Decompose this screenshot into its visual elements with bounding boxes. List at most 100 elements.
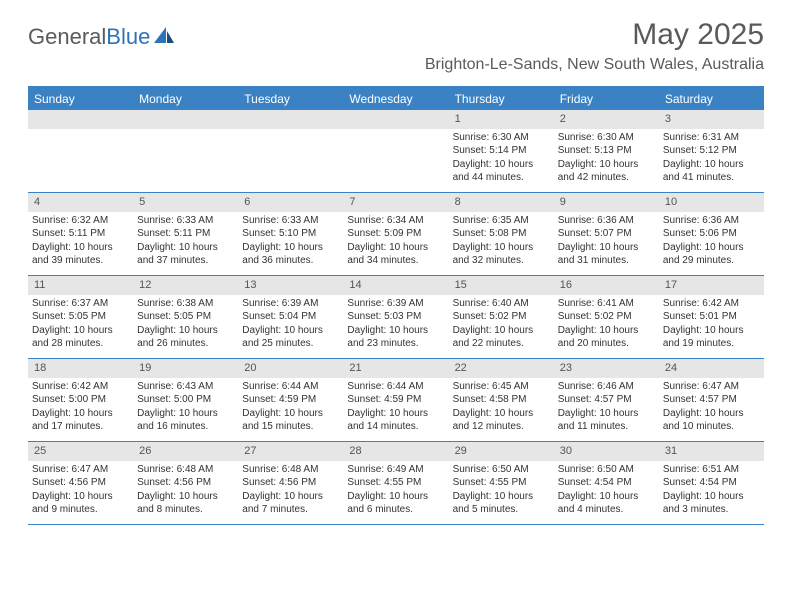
day-body: Sunrise: 6:35 AMSunset: 5:08 PMDaylight:…	[449, 214, 554, 272]
day-cell: 7Sunrise: 6:34 AMSunset: 5:09 PMDaylight…	[343, 193, 448, 275]
daylight-line: Daylight: 10 hours and 7 minutes.	[242, 490, 339, 517]
location-text: Brighton-Le-Sands, New South Wales, Aust…	[425, 56, 764, 74]
day-body: Sunrise: 6:40 AMSunset: 5:02 PMDaylight:…	[449, 297, 554, 355]
day-body: Sunrise: 6:31 AMSunset: 5:12 PMDaylight:…	[659, 131, 764, 189]
day-cell: 16 Sunrise: 6:41 AMSunset: 5:02 PMDayligh…	[554, 276, 659, 358]
sunrise-line: Sunrise: 6:48 AM	[137, 463, 234, 477]
sunrise-line: Sunrise: 6:44 AM	[242, 380, 339, 394]
day-body: Sunrise: 6:33 AMSunset: 5:11 PMDaylight:…	[133, 214, 238, 272]
day-number: 30	[554, 442, 659, 461]
day-number: 26	[133, 442, 238, 461]
weekday-header: Saturday	[659, 88, 764, 110]
day-number: 6	[238, 193, 343, 212]
day-number: 11	[28, 276, 133, 295]
sunrise-line: Sunrise: 6:36 AM	[663, 214, 760, 228]
day-body: Sunrise: 6:51 AMSunset: 4:54 PMDaylight:…	[659, 463, 764, 521]
day-body: Sunrise: 6:46 AMSunset: 4:57 PMDaylight:…	[554, 380, 659, 438]
day-cell: 12Sunrise: 6:38 AMSunset: 5:05 PMDayligh…	[133, 276, 238, 358]
week-row: 11 Sunrise: 6:37 AM Sunset: 5:05 PM Dayligh…	[28, 276, 764, 359]
sunrise-line: Sunrise: 6:39 AM	[242, 297, 339, 311]
week-row: 4Sunrise: 6:32 AMSunset: 5:11 PMDaylight…	[28, 193, 764, 276]
weekday-header: Wednesday	[343, 88, 448, 110]
daylight-line: Daylight: 10 hours and 31 minutes.	[558, 241, 655, 268]
sunset-line: Sunset: 5:03 PM	[347, 310, 444, 324]
day-body: Sunrise: 6:43 AMSunset: 5:00 PMDaylight:…	[133, 380, 238, 438]
sunrise-line: Sunrise: 6:46 AM	[558, 380, 655, 394]
sunset-line: Sunset: 4:55 PM	[347, 476, 444, 490]
sunrise-line: Sunrise: 6:32 AM	[32, 214, 129, 228]
day-body: Sunrise: 6:42 AMSunset: 5:00 PMDaylight:…	[28, 380, 133, 438]
day-number: 21	[343, 359, 448, 378]
day-cell: 30Sunrise: 6:50 AMSunset: 4:54 PMDayligh…	[554, 442, 659, 524]
day-body: Sunrise: 6:49 AMSunset: 4:55 PMDaylight:…	[343, 463, 448, 521]
sunrise-line: Sunrise: 6:41 AM	[558, 297, 655, 311]
day-cell: 2Sunrise: 6:30 AMSunset: 5:13 PMDaylight…	[554, 110, 659, 192]
daylight-line: Daylight: 10 hours and 29 minutes.	[663, 241, 760, 268]
day-cell: 14Sunrise: 6:39 AMSunset: 5:03 PMDayligh…	[343, 276, 448, 358]
day-number: 16	[554, 276, 659, 295]
day-cell: 21Sunrise: 6:44 AMSunset: 4:59 PMDayligh…	[343, 359, 448, 441]
day-cell: 9Sunrise: 6:36 AMSunset: 5:07 PMDaylight…	[554, 193, 659, 275]
sunrise-line: Sunrise: 6:47 AM	[663, 380, 760, 394]
day-number: 31	[659, 442, 764, 461]
daylight-line: Daylight: 10 hours and 37 minutes.	[137, 241, 234, 268]
day-number: 8	[449, 193, 554, 212]
day-cell: 25Sunrise: 6:47 AMSunset: 4:56 PMDayligh…	[28, 442, 133, 524]
logo: GeneralBlue	[28, 24, 176, 50]
day-body: Sunrise: 6:44 AMSunset: 4:59 PMDaylight:…	[238, 380, 343, 438]
day-cell: 18Sunrise: 6:42 AMSunset: 5:00 PMDayligh…	[28, 359, 133, 441]
daylight-line: Daylight: 10 hours and 36 minutes.	[242, 241, 339, 268]
day-body: Sunrise: 6:41 AMSunset: 5:02 PMDaylight:…	[554, 297, 659, 355]
day-cell: 28 Sunrise: 6:49 AMSunset: 4:55 PMDayligh…	[343, 442, 448, 524]
day-cell	[343, 110, 448, 192]
sunset-line: Sunset: 4:55 PM	[453, 476, 550, 490]
daylight-line: Daylight: 10 hours and 9 minutes.	[32, 490, 129, 517]
daylight-line: Daylight: 10 hours and 12 minutes.	[453, 407, 550, 434]
day-number-empty	[28, 110, 133, 129]
day-body: Sunrise: 6:39 AMSunset: 5:04 PMDaylight:…	[238, 297, 343, 355]
weekday-header: Friday	[554, 88, 659, 110]
daylight-line: Daylight: 10 hours and 44 minutes.	[453, 158, 550, 185]
day-cell: 13Sunrise: 6:39 AMSunset: 5:04 PMDayligh…	[238, 276, 343, 358]
day-body: Sunrise: 6:30 AMSunset: 5:14 PMDaylight:…	[449, 131, 554, 189]
sunrise-line: Sunrise: 6:37 AM	[32, 297, 129, 311]
sunset-line: Sunset: 4:56 PM	[32, 476, 129, 490]
sunrise-line: Sunrise: 6:30 AM	[558, 131, 655, 145]
logo-text-blue: Blue	[106, 24, 150, 50]
day-cell: 20Sunrise: 6:44 AMSunset: 4:59 PMDayligh…	[238, 359, 343, 441]
daylight-line: Daylight: 10 hours and 34 minutes.	[347, 241, 444, 268]
day-body: Sunrise: 6:47 AMSunset: 4:56 PMDaylight:…	[28, 463, 133, 521]
sunset-line: Sunset: 5:06 PM	[663, 227, 760, 241]
day-number: 27	[238, 442, 343, 461]
day-body: Sunrise: 6:39 AMSunset: 5:03 PMDaylight:…	[343, 297, 448, 355]
weekday-header: Sunday	[28, 88, 133, 110]
weeks-container: 1 Sunrise: 6:30 AMSunset: 5:14 PMDaylight…	[28, 110, 764, 525]
day-cell: 26 Sunrise: 6:48 AMSunset: 4:56 PMDayligh…	[133, 442, 238, 524]
sunset-line: Sunset: 5:07 PM	[558, 227, 655, 241]
sunset-line: Sunset: 4:54 PM	[558, 476, 655, 490]
day-cell: 11Sunrise: 6:37 AMSunset: 5:05 PMDayligh…	[28, 276, 133, 358]
day-cell: 5Sunrise: 6:33 AMSunset: 5:11 PMDaylight…	[133, 193, 238, 275]
day-number: 24	[659, 359, 764, 378]
sunset-line: Sunset: 5:01 PM	[663, 310, 760, 324]
day-number: 1	[449, 110, 554, 129]
sunset-line: Sunset: 5:00 PM	[32, 393, 129, 407]
day-cell: 8 Sunrise: 6:35 AMSunset: 5:08 PMDaylight…	[449, 193, 554, 275]
sunset-line: Sunset: 5:04 PM	[242, 310, 339, 324]
sunrise-line: Sunrise: 6:42 AM	[663, 297, 760, 311]
day-number: 28	[343, 442, 448, 461]
daylight-line: Daylight: 10 hours and 25 minutes.	[242, 324, 339, 351]
day-cell: 23Sunrise: 6:46 AMSunset: 4:57 PMDayligh…	[554, 359, 659, 441]
sunset-line: Sunset: 5:08 PM	[453, 227, 550, 241]
week-row: 18Sunrise: 6:42 AMSunset: 5:00 PMDayligh…	[28, 359, 764, 442]
weekday-header: Monday	[133, 88, 238, 110]
sunrise-line: Sunrise: 6:33 AM	[242, 214, 339, 228]
logo-text-general: General	[28, 24, 106, 50]
day-cell: 27Sunrise: 6:48 AMSunset: 4:56 PMDayligh…	[238, 442, 343, 524]
day-body: Sunrise: 6:48 AMSunset: 4:56 PMDaylight:…	[133, 463, 238, 521]
sunset-line: Sunset: 5:05 PM	[137, 310, 234, 324]
daylight-line: Daylight: 10 hours and 22 minutes.	[453, 324, 550, 351]
sunset-line: Sunset: 4:57 PM	[663, 393, 760, 407]
day-number: 7	[343, 193, 448, 212]
sunrise-line: Sunrise: 6:30 AM	[453, 131, 550, 145]
